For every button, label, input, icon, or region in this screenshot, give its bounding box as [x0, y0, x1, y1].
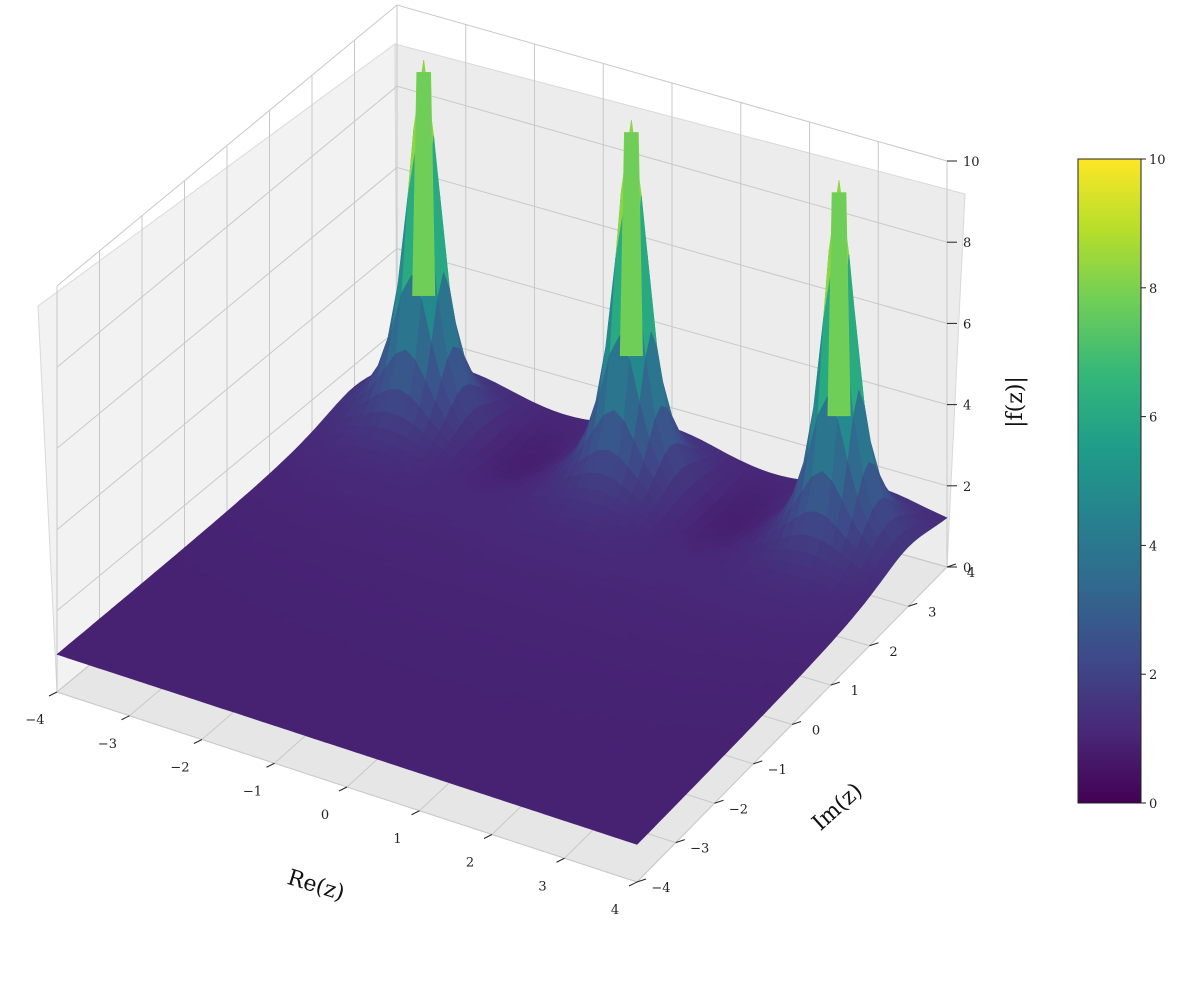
x-tick-label: 0 [321, 808, 329, 823]
y-tick-mark [908, 602, 918, 607]
x-axis-label: Re(z) [284, 865, 347, 906]
y-tick-label: 4 [967, 566, 975, 581]
x-tick-mark [483, 834, 493, 839]
x-tick-label: −2 [170, 761, 189, 776]
y-tick-label: −3 [690, 842, 709, 857]
z-axis-label: |f(z)| [1003, 376, 1028, 428]
y-tick-mark [636, 878, 647, 883]
y-tick-label: 1 [851, 684, 859, 699]
x-tick-label: −1 [243, 784, 262, 799]
x-tick-mark [411, 810, 420, 816]
y-tick-label: 3 [928, 605, 936, 620]
colorbar-tick-label: 8 [1149, 282, 1157, 297]
x-tick-label: 2 [466, 856, 474, 871]
x-tick-label: 1 [393, 832, 401, 847]
y-tick-label: −4 [651, 881, 670, 896]
z-tick-label: 0 [963, 561, 971, 576]
z-tick-label: 8 [963, 236, 971, 251]
x-tick-mark [193, 739, 203, 744]
grid-line-z [56, 4, 948, 287]
y-tick-label: −2 [729, 802, 748, 817]
x-tick-mark [266, 762, 275, 768]
grid-line-z [56, 248, 948, 530]
y-tick-label: −1 [768, 763, 787, 778]
x-tick-mark [121, 715, 130, 721]
z-tick-label: 4 [963, 399, 971, 414]
grid-line-z [56, 85, 948, 368]
surface-cell [626, 835, 644, 845]
z-tick-label: 2 [963, 480, 971, 495]
y-tick-mark [714, 799, 724, 804]
z-tick-label: 10 [963, 155, 980, 170]
z-tick-label: 6 [963, 317, 971, 332]
colorbar-tick-label: 2 [1149, 668, 1157, 683]
y-tick-mark [830, 681, 840, 686]
pole-peak [412, 72, 436, 296]
grid-line-z [56, 166, 948, 449]
surface [56, 60, 948, 845]
y-axis-label: Im(z) [808, 778, 868, 836]
pole-peak [827, 192, 851, 417]
pole-peak [619, 132, 643, 357]
colorbar-tick-label: 4 [1149, 539, 1157, 554]
x-tick-label: 4 [611, 903, 619, 918]
x-tick-mark [338, 786, 348, 792]
colorbar [1077, 158, 1142, 804]
colorbar-ticks: 0 2 4 6 8 10 [1141, 153, 1166, 812]
x-tick-mark [556, 857, 565, 863]
x-tick-mark [48, 691, 58, 697]
y-tick-label: 2 [889, 645, 897, 660]
colorbar-tick-label: 6 [1149, 411, 1157, 426]
y-tick-mark [753, 760, 763, 765]
y-tick-mark [869, 642, 879, 647]
x-tick-mark [628, 881, 638, 887]
colorbar-tick-label: 0 [1149, 797, 1157, 812]
x-tick-label: 3 [538, 879, 546, 894]
x-tick-label: −3 [98, 737, 117, 752]
y-tick-label: 0 [812, 724, 820, 739]
y-tick-mark [791, 721, 802, 725]
y-tick-mark [675, 839, 685, 844]
colorbar-tick-label: 10 [1149, 153, 1166, 168]
peaks [412, 72, 851, 417]
x-tick-label: −4 [25, 713, 44, 728]
